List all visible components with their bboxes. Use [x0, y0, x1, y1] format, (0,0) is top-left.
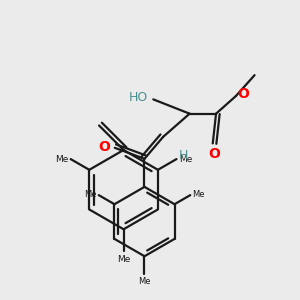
Text: H: H: [178, 149, 188, 162]
Text: Me: Me: [85, 190, 97, 199]
Text: O: O: [98, 140, 110, 154]
Text: HO: HO: [129, 91, 148, 104]
Text: Me: Me: [55, 154, 68, 164]
Text: Me: Me: [117, 255, 130, 264]
Text: Me: Me: [179, 154, 193, 164]
Text: O: O: [208, 147, 220, 161]
Text: Me: Me: [192, 190, 204, 199]
Text: Me: Me: [138, 277, 151, 286]
Text: O: O: [238, 87, 249, 101]
